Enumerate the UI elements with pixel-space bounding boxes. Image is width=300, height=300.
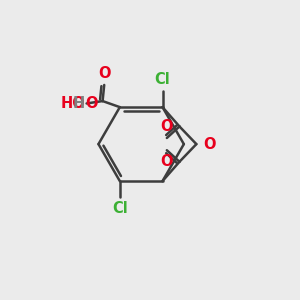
- Text: H: H: [73, 96, 85, 111]
- Text: HO: HO: [60, 96, 85, 111]
- Text: O: O: [160, 119, 173, 134]
- Text: O: O: [203, 136, 215, 152]
- Text: O: O: [160, 154, 173, 169]
- Text: Cl: Cl: [112, 201, 128, 216]
- Text: O: O: [98, 66, 110, 81]
- Text: O: O: [85, 96, 98, 111]
- Text: Cl: Cl: [154, 72, 170, 87]
